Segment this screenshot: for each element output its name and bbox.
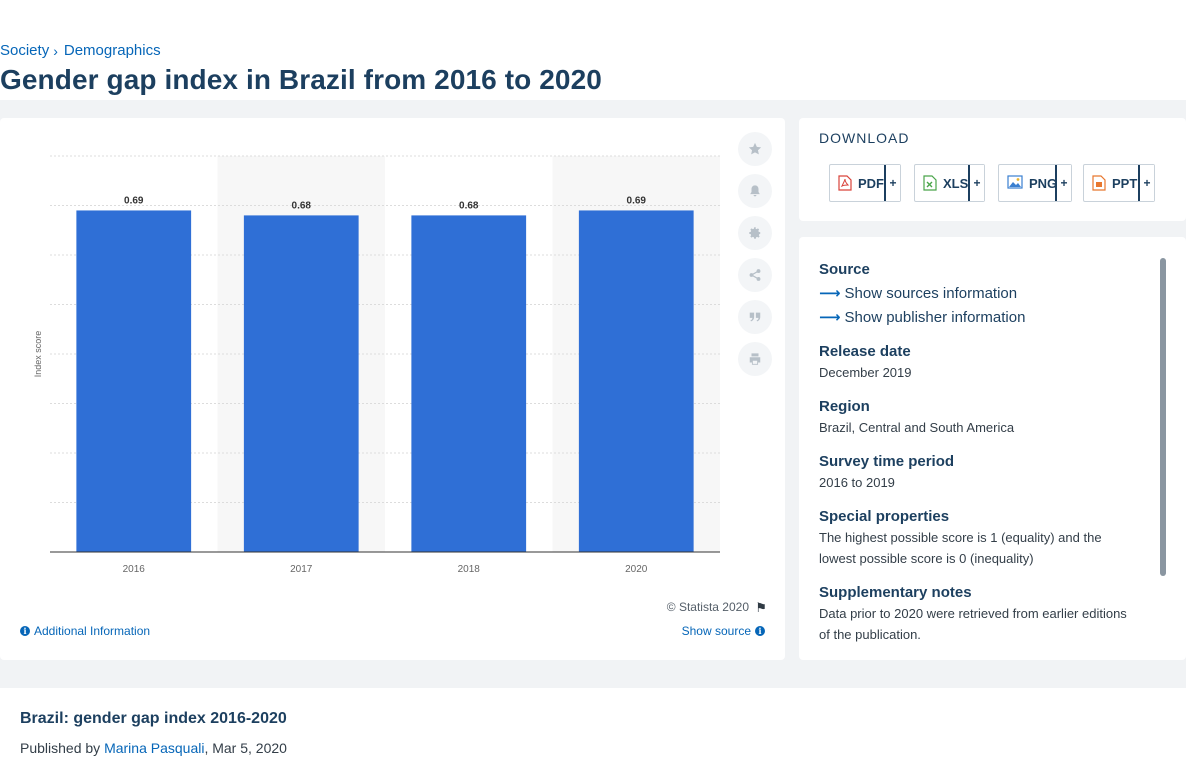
breadcrumb-society[interactable]: Society (0, 42, 50, 59)
arrow-right-icon: ⟶ (819, 309, 841, 326)
pdf-file-icon (838, 175, 852, 191)
x-tick-label: 2018 (458, 564, 481, 575)
breadcrumb-chevron-icon: › (53, 42, 58, 59)
show-publisher-label: Show publisher information (844, 308, 1026, 326)
bell-icon[interactable] (738, 174, 772, 208)
y-axis-label: Index score (33, 331, 43, 378)
button-divider (884, 165, 886, 201)
png-download-label: PNG (1029, 175, 1058, 191)
png-plus-icon[interactable]: + (1057, 165, 1071, 201)
png-file-icon (1007, 175, 1023, 191)
pdf-plus-icon[interactable]: + (886, 165, 900, 201)
copyright-notice[interactable]: © Statista 2020 (666, 600, 749, 614)
pdf-download-button[interactable]: PDF + (829, 164, 901, 202)
share-icon[interactable] (738, 258, 772, 292)
breadcrumb: Society › Demographics (0, 42, 161, 59)
x-tick-label: 2016 (123, 564, 146, 575)
breadcrumb-demographics[interactable]: Demographics (63, 42, 161, 59)
data-label: 0.68 (292, 200, 312, 211)
bar-2020[interactable] (578, 210, 694, 552)
published-date: , Mar 5, 2020 (204, 740, 287, 756)
button-divider (1138, 165, 1140, 201)
survey-period-label: Survey time period (819, 453, 955, 470)
bar-2016[interactable] (76, 210, 192, 552)
statistic-details-panel: Source ⟶ Show sources information ⟶ Show… (799, 237, 1186, 660)
arrow-right-icon: ⟶ (819, 285, 841, 302)
region-label: Region (819, 398, 870, 415)
bar-chart: 0.69 2016 0.68 2017 0.68 2018 0.69 2020 Index sc… (33, 155, 720, 575)
region-value: Brazil, Central and South America (819, 420, 1015, 435)
supplementary-notes-value: Data prior to 2020 were retrieved from e… (819, 606, 1127, 642)
show-publisher-link[interactable]: ⟶ Show publisher information (819, 308, 1026, 327)
ppt-download-label: PPT (1112, 175, 1138, 191)
source-label: Source (819, 261, 870, 278)
special-properties-label: Special properties (819, 508, 950, 525)
details-scrollbar[interactable] (1160, 258, 1166, 576)
release-date-value: December 2019 (819, 365, 912, 380)
additional-information-label: Additional Information (34, 624, 151, 638)
supplementary-notes-label: Supplementary notes (819, 584, 972, 601)
gear-icon[interactable] (738, 216, 772, 250)
download-title: DOWNLOAD (819, 130, 910, 146)
info-icon: i (20, 626, 30, 636)
info-icon: i (755, 626, 765, 636)
show-sources-link[interactable]: ⟶ Show sources information (819, 284, 1018, 303)
show-sources-label: Show sources information (844, 284, 1018, 302)
page-title: Gender gap index in Brazil from 2016 to … (0, 64, 602, 95)
xls-download-label: XLS (943, 175, 969, 191)
quote-icon[interactable] (738, 300, 772, 334)
data-label: 0.68 (459, 200, 479, 211)
pdf-download-label: PDF (858, 175, 884, 191)
ppt-plus-icon[interactable]: + (1140, 165, 1154, 201)
bar-2017[interactable] (243, 215, 359, 552)
png-download-button[interactable]: PNG + (998, 164, 1072, 202)
author-link[interactable]: Marina Pasquali (104, 740, 205, 756)
xls-file-icon (923, 175, 937, 191)
print-icon[interactable] (738, 342, 772, 376)
additional-information-link[interactable]: i Additional Information (20, 624, 150, 638)
x-tick-label: 2020 (625, 564, 648, 575)
data-label: 0.69 (627, 195, 647, 206)
button-divider (1055, 165, 1057, 201)
button-divider (968, 165, 970, 201)
special-properties-value: The highest possible score is 1 (equalit… (819, 530, 1102, 566)
scrollbar-thumb[interactable] (1160, 258, 1166, 576)
survey-period-value: 2016 to 2019 (819, 475, 895, 490)
ppt-download-button[interactable]: PPT + (1083, 164, 1155, 202)
show-source-label: Show source (681, 624, 751, 638)
ppt-file-icon (1092, 175, 1106, 191)
release-date-label: Release date (819, 343, 911, 360)
show-source-link[interactable]: Show source i (682, 624, 765, 638)
data-label: 0.69 (124, 195, 144, 206)
xls-download-button[interactable]: XLS + (914, 164, 985, 202)
bar-2018[interactable] (411, 215, 527, 552)
star-icon[interactable] (738, 132, 772, 166)
x-tick-label: 2017 (290, 564, 313, 575)
xls-plus-icon[interactable]: + (970, 165, 984, 201)
statistic-heading: Brazil: gender gap index 2016-2020 (20, 710, 287, 727)
flag-icon[interactable]: ⚑ (755, 600, 767, 615)
statistic-summary: Brazil: gender gap index 2016-2020 Publi… (0, 688, 1186, 760)
download-panel: DOWNLOAD PDF + XLS + PNG + PPT + (799, 118, 1186, 221)
published-prefix: Published by (20, 740, 105, 756)
published-by: Published by Marina Pasquali, Mar 5, 202… (20, 740, 287, 756)
chart-card: 0.69 2016 0.68 2017 0.68 2018 0.69 2020 Index sc… (0, 118, 785, 660)
top-bar (0, 0, 1186, 100)
